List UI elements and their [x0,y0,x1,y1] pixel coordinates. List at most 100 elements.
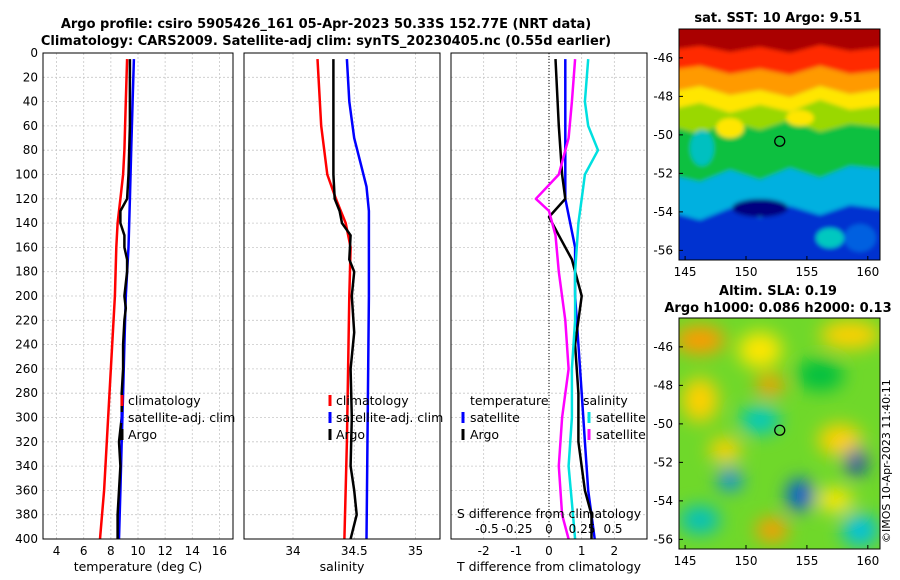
y-tick-label: 140 [15,216,38,230]
series-line-argo [116,59,132,539]
x-tick-label: 1 [578,544,586,558]
x-tick-label: -2 [478,544,490,558]
secondary-tick-label: 0 [545,522,553,536]
argo-location-marker [774,424,786,436]
plot-frame [450,52,648,540]
legend-label: Argo [470,427,499,442]
y-tick-label: 160 [15,240,38,254]
map-frame [678,317,881,550]
argo-location-marker [774,135,786,147]
x-tick-label: 35 [408,544,423,558]
map-y-tick-label: -50 [653,417,673,431]
series-line-argo [332,59,358,540]
y-tick-label: 380 [15,508,38,522]
legend-label: satellite [470,410,520,425]
x-tick-label: 34 [285,544,300,558]
y-tick-label: 320 [15,435,38,449]
x-tick-label: 16 [212,544,227,558]
copyright-stamp: ©IMOS 10-Apr-2023 11:40:11 [880,379,893,543]
map-y-tick-label: -56 [653,243,673,257]
legend-label: Argo [128,427,157,442]
x-tick-label: 6 [80,544,88,558]
series-line-argo [547,59,593,539]
sla-field [679,318,880,549]
map-y-tick-label: -52 [653,166,673,180]
y-tick-label: 40 [23,95,38,109]
y-tick-label: 300 [15,411,38,425]
map-x-tick-label: 160 [856,265,879,279]
y-tick-label: 0 [30,46,38,60]
y-tick-label: 220 [15,313,38,327]
y-tick-label: 280 [15,386,38,400]
map-y-tick-label: -48 [653,89,673,103]
map-x-tick-label: 145 [674,265,697,279]
map-y-tick-label: -48 [653,378,673,392]
sla-map-panel: Altim. SLA: 0.19 Argo h1000: 0.086 h2000… [653,284,891,568]
secondary-axis-label: S difference from climatology [457,506,642,521]
series-line-satellite [534,59,577,540]
plot-frame [243,52,441,540]
map-y-tick-label: -50 [653,128,673,142]
x-tick-label: 14 [185,544,200,558]
legend-label: climatology [128,393,201,408]
series-line-satellite-adj-clim [345,59,371,540]
y-tick-label: 400 [15,532,38,546]
map-y-tick-label: -46 [653,340,673,354]
map-frame [678,28,881,261]
x-tick-label: 2 [611,544,619,558]
y-tick-label: 20 [23,70,38,84]
sla-title-line-1: Altim. SLA: 0.19 [719,284,837,299]
map-x-tick-label: 155 [795,554,818,568]
map-x-tick-label: 160 [856,554,879,568]
x-axis-label: salinity [320,559,365,574]
y-tick-label: 120 [15,192,38,206]
y-tick-label: 200 [15,289,38,303]
plot-frame [42,52,234,540]
x-tick-label: 4 [53,544,61,558]
secondary-tick-label: 0.25 [569,522,596,536]
map-y-tick-label: -54 [653,205,673,219]
y-tick-label: 340 [15,459,38,473]
sla-title-line-2: Argo h1000: 0.086 h2000: 0.13 [664,301,891,316]
map-x-tick-label: 150 [735,265,758,279]
secondary-tick-label: -0.25 [501,522,532,536]
x-tick-label: 8 [107,544,115,558]
legend-header-temperature: temperature [470,393,549,408]
sst-map-panel: sat. SST: 10 Argo: 9.51 -46 -48 -50 -52 -54 [653,11,881,279]
legend-label: climatology [336,393,409,408]
series-line-climatology [316,59,352,540]
salinity-panel: 34 34.5 35 salinity climatology satellite-adj… [243,52,443,574]
series-line-satellite [564,59,596,540]
series-line-climatology [98,59,129,540]
legend-label: satellite-adj. clim [128,410,235,425]
map-x-tick-label: 150 [735,554,758,568]
series-line-satellite-adj-clim [117,59,136,540]
y-tick-label: 260 [15,362,38,376]
map-y-tick-label: -54 [653,494,673,508]
temperature-panel: 0 20 40 60 80 100 120 140 160 180 200 220 240 260 280 3… [15,46,235,574]
legend-header-salinity: salinity [583,393,628,408]
secondary-tick-label: -0.5 [475,522,498,536]
y-tick-label: 60 [23,119,38,133]
map-x-tick-label: 155 [795,265,818,279]
y-tick-label: 240 [15,338,38,352]
secondary-tick-label: 0.5 [603,522,622,536]
map-y-tick-label: -46 [653,51,673,65]
title-line-2: Climatology: CARS2009. Satellite-adj cli… [41,34,611,49]
x-tick-label: -1 [510,544,522,558]
legend-label: satellite [596,427,646,442]
y-tick-label: 80 [23,143,38,157]
y-tick-label: 360 [15,483,38,497]
legend-label: satellite [596,410,646,425]
legend-label: satellite-adj. clim [336,410,443,425]
x-tick-label: 10 [130,544,145,558]
map-x-tick-label: 145 [674,554,697,568]
title-line-1: Argo profile: csiro 5905426_161 05-Apr-2… [61,17,591,32]
x-tick-label: 12 [158,544,173,558]
sst-map-title: sat. SST: 10 Argo: 9.51 [694,11,861,26]
difference-panel: -2 -1 0 1 2T difference from climatology temp… [450,52,648,574]
legend-label: Argo [336,427,365,442]
x-axis-label: T difference from climatology [456,559,642,574]
map-y-tick-label: -56 [653,532,673,546]
